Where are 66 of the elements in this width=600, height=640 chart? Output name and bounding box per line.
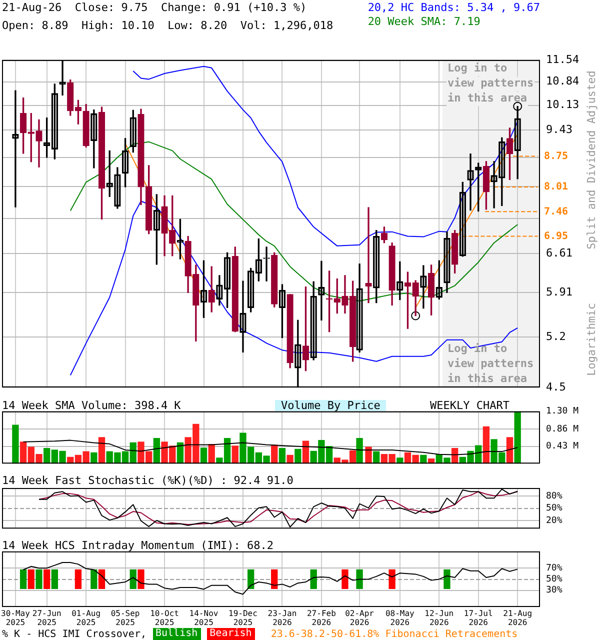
series-label: 8.75	[544, 150, 568, 162]
series-label: 7.46	[544, 206, 568, 218]
x-tick-label: 19-Dec 2025	[228, 609, 258, 628]
x-tick-label: 30-May 2025	[1, 609, 30, 628]
y-tick-label: 20%	[546, 516, 563, 526]
x-tick-label: 23-Jan 2026	[268, 609, 297, 628]
y-tick-label: 9.43	[546, 123, 572, 136]
x-tick-label: 01-Aug 2025	[72, 609, 101, 628]
chart-subtitle: Open: 8.89 High: 10.10 Low: 8.20 Vol: 1,296,018	[2, 19, 334, 32]
band-label: Log in to view patterns in this area	[447, 61, 534, 104]
text: Bullish	[152, 628, 201, 640]
chart-title: 14 Week Fast Stochastic (%K)(%D) : 92.4 91.0	[2, 474, 294, 487]
y-tick-label: 0.43 M	[546, 442, 580, 452]
y-tick-label: 1.30 M	[546, 406, 580, 417]
x-tick-label: 14-Nov 2025	[189, 609, 218, 628]
text: 23.6-38.2-50-61.8% Fibonacci Retracements	[270, 628, 518, 640]
x-tick-label: 27-Jun 2025	[32, 609, 62, 628]
chart-title: 14 Week SMA Volume: 398.4 K	[2, 399, 181, 412]
y-tick-label: 50%	[546, 574, 563, 585]
candlestick	[365, 207, 372, 304]
y-tick-label: 10.13	[546, 98, 580, 112]
text: Bearish	[206, 628, 255, 640]
bar	[356, 438, 363, 464]
bar	[365, 446, 372, 464]
y-tick-label: 5.91	[546, 286, 572, 298]
y-tick-label: 0.86 M	[546, 424, 580, 434]
annotation: WEEKLY CHART	[430, 399, 510, 412]
text: 20 Week SMA: 7.19	[368, 15, 480, 28]
y-tick-label: 10.84	[546, 74, 580, 88]
annotation: Volume By Price	[275, 399, 386, 412]
y-axis-title: Split and Dividend Adjusted	[584, 70, 598, 250]
bar	[506, 437, 514, 464]
x-tick-label: 02-Apr 2026	[345, 609, 374, 628]
x-tick-label: 10-Oct 2025	[150, 609, 180, 628]
series-label: 8.01	[544, 182, 568, 193]
bar	[286, 454, 294, 464]
series-label: 6.95	[544, 230, 568, 242]
x-tick-label: 17-Jul 2026	[464, 609, 493, 628]
chart-title: 21-Aug-26 Close: 9.75 Change: 0.91 (+10.3 %)	[2, 1, 307, 14]
y-tick-label: 5.2	[546, 330, 566, 343]
bar	[12, 424, 19, 464]
bar	[420, 454, 427, 464]
bar	[373, 451, 380, 464]
y-tick-label: 4.5	[546, 380, 566, 394]
candlestick	[36, 119, 42, 168]
text: 20,2 HC Bands: 5.34 , 9.67	[368, 1, 540, 14]
y-tick-label: 70%	[546, 563, 563, 574]
bar	[514, 411, 521, 464]
bar	[278, 448, 286, 464]
legend-title: % K - HCS IMI Crossover,	[2, 628, 146, 640]
y-tick-label: 11.54	[546, 52, 580, 66]
text: Logarithmic	[584, 302, 598, 376]
x-tick-label: 05-Sep 2025	[110, 609, 140, 628]
y-tick-label: 6.61	[546, 246, 572, 260]
y-tick-label: 80%	[546, 491, 563, 502]
bar	[98, 437, 106, 464]
x-tick-label: 12-Jun 2026	[424, 609, 454, 628]
bar	[200, 448, 208, 464]
bar	[482, 426, 490, 464]
y-tick-label: 50%	[546, 504, 563, 514]
x-tick-label: 27-Feb 2026	[306, 609, 336, 628]
x-tick-label: 08-May 2026	[385, 609, 415, 628]
bar	[232, 446, 238, 464]
y-tick-label: 30%	[546, 586, 563, 596]
x-tick-label: 21-Aug 2026	[503, 609, 532, 628]
chart-title: 14 Week HCS Intraday Momentum (IMI): 68.2	[2, 539, 274, 552]
